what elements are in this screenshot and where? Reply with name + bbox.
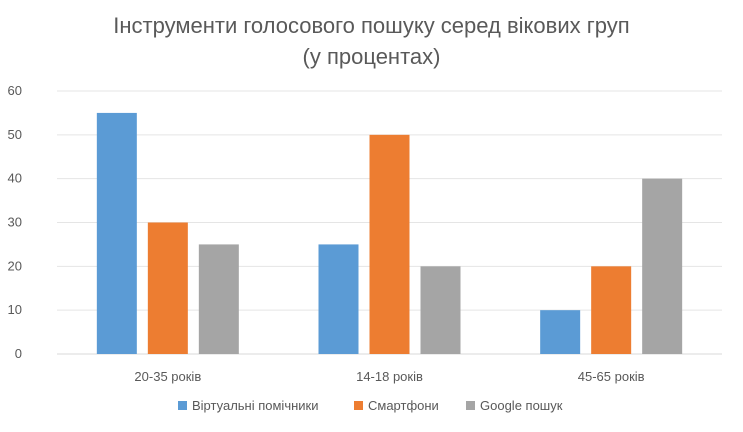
y-tick-label: 0 [15,346,22,361]
x-category-label: 14-18 років [356,369,423,384]
y-tick-label: 60 [8,83,22,98]
x-category-label: 20-35 років [134,369,201,384]
legend-label: Google пошук [480,398,563,413]
x-category-label: 45-65 років [578,369,645,384]
y-tick-label: 40 [8,171,22,186]
legend-label: Віртуальні помічники [192,398,318,413]
legend-swatch [354,401,363,410]
bar-3-2 [420,266,461,354]
y-tick-label: 30 [8,215,22,230]
bar-2-2 [369,134,410,354]
y-axis-ticks: 0 10 20 30 40 50 60 [8,83,22,361]
chart-title-line-2: (у процентах) [302,44,441,69]
bar-1-1 [96,112,137,355]
y-tick-label: 10 [8,302,22,317]
legend-swatch [178,401,187,410]
y-tick-label: 50 [8,127,22,142]
legend-swatch [466,401,475,410]
x-axis-categories: 20-35 років 14-18 років 45-65 років [134,369,644,384]
chart-title-line-1: Інструменти голосового пошуку серед віко… [113,13,630,38]
bar-3-1 [198,244,239,354]
legend: Віртуальні помічники Смартфони Google пошу… [178,398,563,413]
bar-2-3 [591,266,632,354]
legend-label: Смартфони [368,398,439,413]
chart-title: Інструменти голосового пошуку серед віко… [0,10,743,72]
bars [96,112,683,355]
bar-1-3 [540,310,581,354]
bar-3-3 [642,178,683,354]
y-tick-label: 20 [8,258,22,273]
bar-2-1 [147,222,188,354]
bar-1-2 [318,244,359,354]
